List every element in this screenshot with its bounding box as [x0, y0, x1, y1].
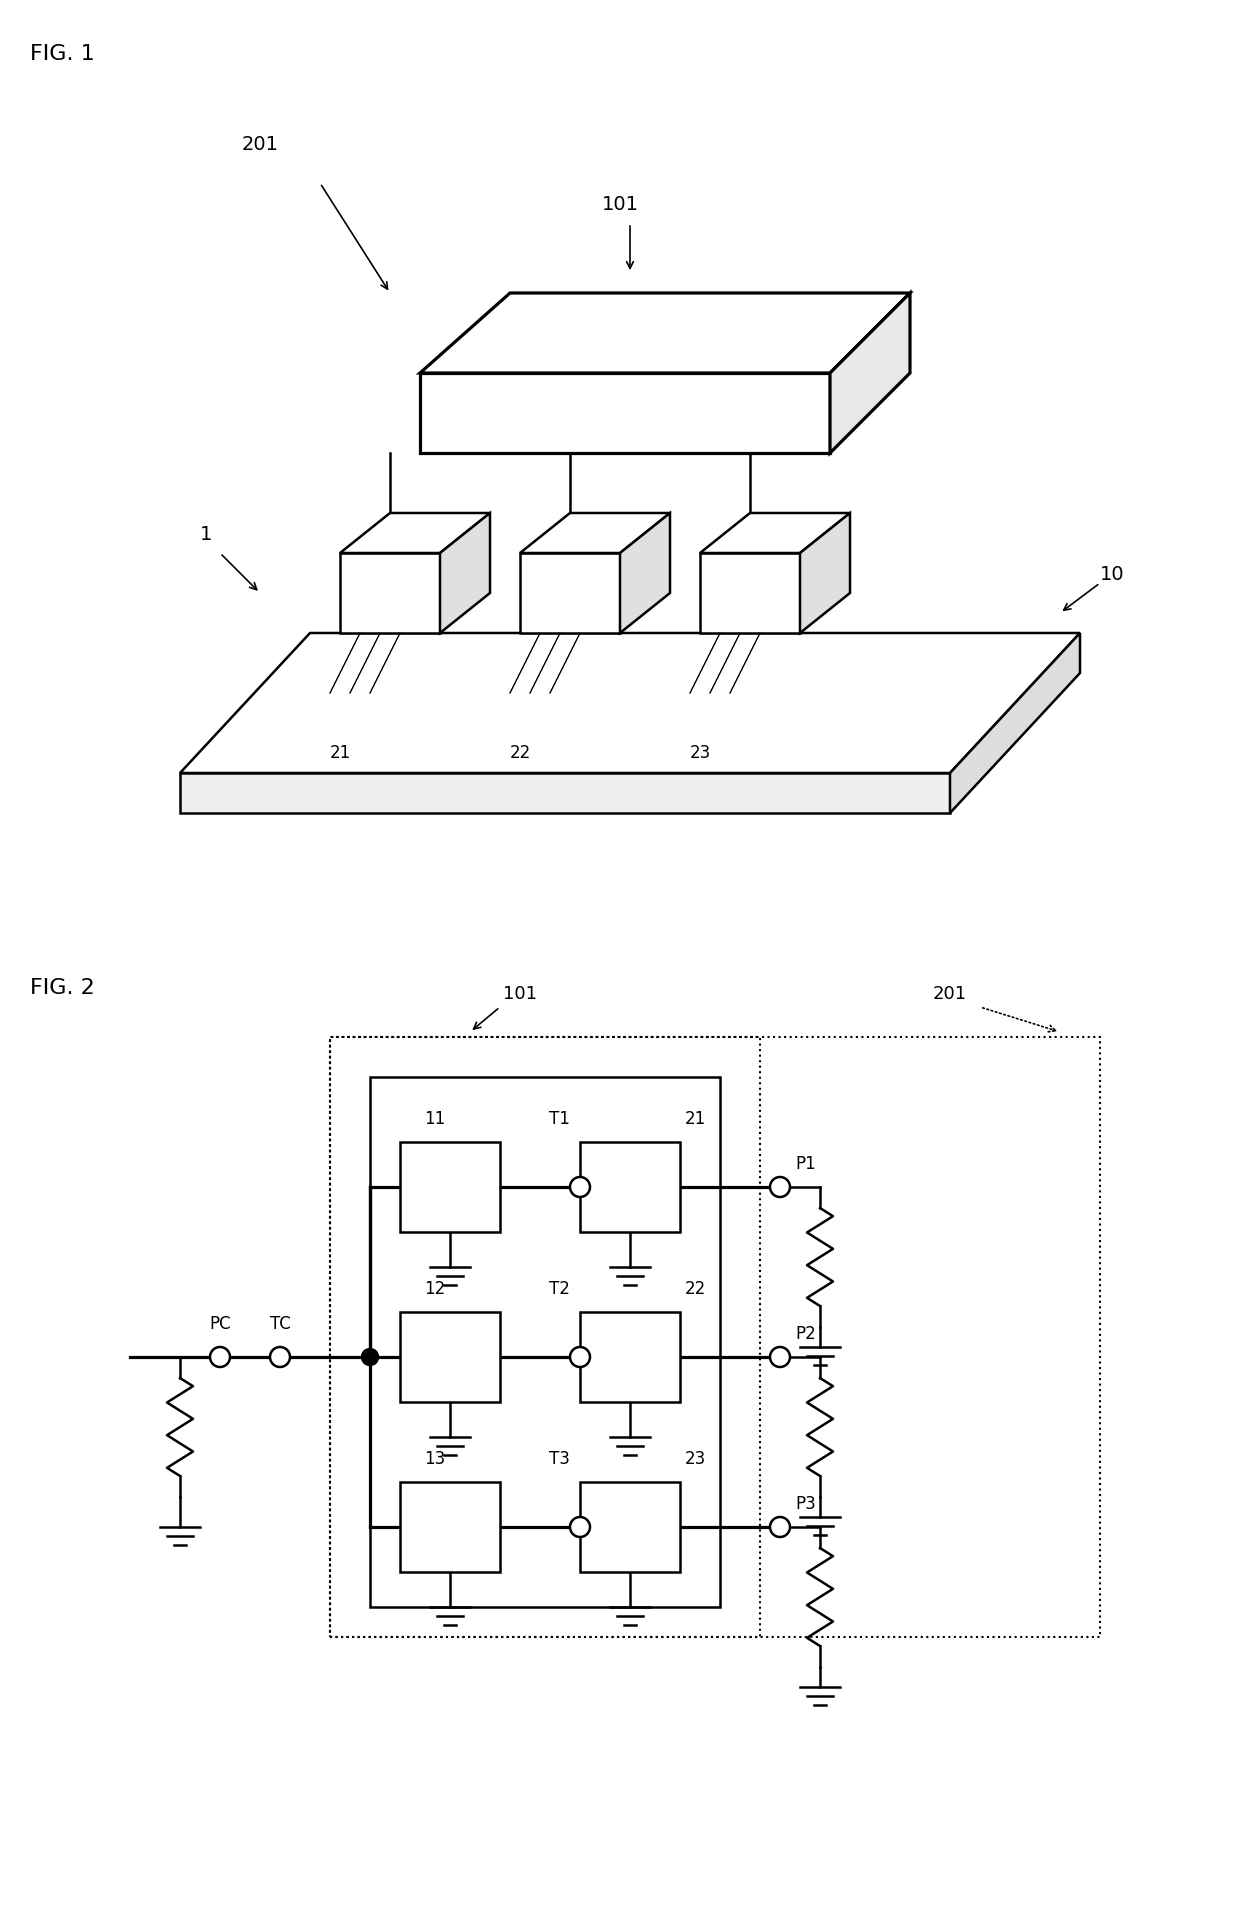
Text: PC: PC [210, 1314, 231, 1333]
Text: FIG. 2: FIG. 2 [30, 978, 94, 997]
Text: 101: 101 [503, 984, 537, 1003]
Bar [401, 1482, 500, 1571]
Polygon shape [340, 553, 440, 633]
Polygon shape [420, 294, 910, 374]
Polygon shape [180, 774, 950, 814]
Circle shape [770, 1177, 790, 1198]
Circle shape [210, 1346, 229, 1367]
Polygon shape [620, 513, 670, 633]
Bar [370, 1077, 720, 1608]
Polygon shape [520, 553, 620, 633]
Text: 11: 11 [424, 1110, 445, 1127]
Text: 23: 23 [684, 1449, 707, 1466]
Text: FIG. 1: FIG. 1 [30, 44, 94, 65]
Text: T1: T1 [549, 1110, 570, 1127]
Text: T3: T3 [549, 1449, 570, 1466]
Circle shape [570, 1518, 590, 1537]
Polygon shape [520, 513, 670, 553]
Bar [401, 1142, 500, 1232]
Bar [580, 1312, 680, 1402]
Circle shape [770, 1346, 790, 1367]
Polygon shape [340, 513, 490, 553]
Text: 21: 21 [330, 744, 351, 761]
Bar [580, 1142, 680, 1232]
Text: 22: 22 [510, 744, 531, 761]
Polygon shape [701, 513, 849, 553]
Text: 1: 1 [200, 524, 212, 543]
Polygon shape [800, 513, 849, 633]
Text: 201: 201 [932, 984, 967, 1003]
Text: 21: 21 [684, 1110, 707, 1127]
Text: TC: TC [269, 1314, 290, 1333]
Circle shape [362, 1348, 378, 1365]
Polygon shape [180, 633, 1080, 774]
Bar [330, 1037, 1100, 1636]
Text: 13: 13 [424, 1449, 445, 1466]
Circle shape [570, 1346, 590, 1367]
Text: 10: 10 [1100, 564, 1125, 584]
Text: 201: 201 [242, 135, 279, 154]
Text: P1: P1 [795, 1154, 816, 1173]
Bar [580, 1482, 680, 1571]
Circle shape [570, 1177, 590, 1198]
Bar [401, 1312, 500, 1402]
Text: P2: P2 [795, 1323, 816, 1343]
Text: 12: 12 [424, 1280, 445, 1297]
Text: 22: 22 [684, 1280, 707, 1297]
Polygon shape [950, 633, 1080, 814]
Circle shape [770, 1518, 790, 1537]
Text: 101: 101 [601, 195, 639, 214]
Text: T2: T2 [549, 1280, 570, 1297]
Polygon shape [420, 374, 830, 454]
Text: P3: P3 [795, 1495, 816, 1512]
Polygon shape [830, 294, 910, 454]
Bar [330, 1037, 760, 1636]
Polygon shape [440, 513, 490, 633]
Polygon shape [701, 553, 800, 633]
Text: 23: 23 [689, 744, 711, 761]
Circle shape [270, 1346, 290, 1367]
